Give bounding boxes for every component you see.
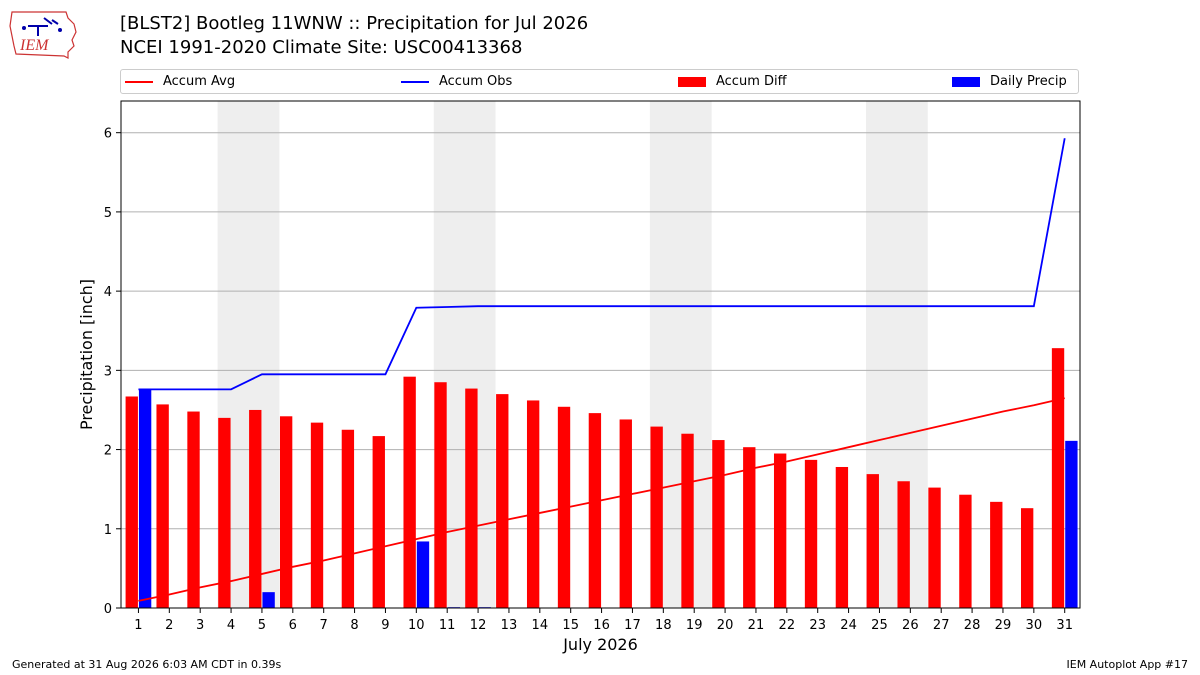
iem-logo: IEM (9, 11, 77, 59)
x-tick-label: 21 (748, 618, 765, 633)
x-tick-label: 29 (995, 618, 1012, 633)
accum-diff-bar (156, 404, 169, 608)
accum-avg-swatch (125, 80, 153, 83)
accum-diff-bar (249, 409, 262, 608)
plot-frame (120, 100, 1081, 609)
y-tick-label: 6 (104, 127, 112, 142)
footer-generated: Generated at 31 Aug 2026 6:03 AM CDT in … (12, 658, 282, 671)
legend: Accum Avg Accum Obs Accum Diff Daily Pre… (120, 69, 1079, 94)
y-tick-label: 5 (104, 206, 112, 221)
accum-diff-bar (1051, 348, 1065, 608)
x-tick-label: 1 (134, 618, 142, 633)
x-tick-label: 3 (196, 618, 204, 633)
y-axis-label: Precipitation [inch] (77, 279, 96, 430)
accum-diff-bar (310, 422, 324, 608)
x-tick-label: 10 (408, 618, 425, 633)
accum-diff-swatch (678, 76, 706, 87)
legend-label: Accum Avg (163, 74, 236, 89)
accum-obs-line (138, 138, 1066, 391)
x-tick-label: 14 (532, 618, 549, 633)
legend-item-accum-obs: Accum Obs (401, 74, 512, 89)
daily-precip-bar (262, 592, 275, 608)
accum-diff-bar (279, 416, 293, 608)
legend-item-accum-diff: Accum Diff (678, 74, 787, 89)
x-tick-label: 4 (227, 618, 235, 633)
logo-text: IEM (19, 37, 50, 54)
accum-diff-bar (465, 388, 478, 608)
x-tick-label: 9 (381, 618, 389, 633)
legend-item-daily-precip: Daily Precip (952, 74, 1067, 89)
accum-diff-bar (619, 419, 632, 608)
accum-diff-bar (897, 481, 910, 608)
x-tick-label: 30 (1026, 618, 1043, 633)
accum-diff-bar (341, 429, 355, 608)
x-tick-label: 13 (501, 618, 518, 633)
x-tick-label: 7 (320, 618, 328, 633)
y-tick-label: 1 (104, 523, 112, 538)
accum-diff-bar (1020, 508, 1034, 608)
accum-diff-bar (125, 396, 138, 608)
iowa-state-outline-icon (9, 11, 77, 59)
x-tick-label: 18 (655, 618, 672, 633)
x-tick-label: 20 (717, 618, 734, 633)
x-tick-label: 17 (624, 618, 641, 633)
accum-diff-bar (743, 447, 756, 608)
accum-diff-bar (835, 466, 849, 608)
x-tick-label: 5 (258, 618, 266, 633)
daily-precip-bar (1065, 440, 1078, 608)
accum-diff-bar (218, 417, 231, 608)
daily-precip-swatch (952, 76, 980, 87)
accum-diff-bar (712, 440, 725, 608)
accum-diff-bar (650, 426, 663, 608)
x-tick-label: 15 (562, 618, 579, 633)
x-tick-label: 23 (809, 618, 826, 633)
accum-avg-line (138, 397, 1065, 602)
x-tick-label: 22 (779, 618, 796, 633)
accum-diff-bar (773, 453, 787, 608)
x-tick-label: 24 (840, 618, 857, 633)
weather-station-icon (28, 17, 59, 36)
accum-diff-bar (588, 413, 602, 608)
accum-diff-bar (496, 394, 509, 608)
accum-diff-bar (990, 501, 1003, 608)
y-tick-label: 2 (104, 444, 112, 459)
accum-diff-bar (928, 487, 941, 608)
accum-diff-bar (403, 376, 416, 608)
accum-diff-bar (959, 494, 972, 608)
footer-app: IEM Autoplot App #17 (1066, 658, 1189, 671)
daily-precip-bar (138, 389, 152, 608)
y-tick-label: 0 (104, 602, 112, 617)
x-tick-label: 27 (933, 618, 950, 633)
x-tick-label: 16 (593, 618, 610, 633)
accum-diff-bar (187, 411, 200, 608)
accum-diff-bar (681, 433, 694, 608)
daily-precip-bar (416, 541, 430, 608)
chart-subtitle: NCEI 1991-2020 Climate Site: USC00413368 (120, 37, 523, 58)
y-tick-label: 3 (104, 364, 112, 379)
accum-diff-bar (804, 459, 818, 608)
accum-obs-swatch (401, 80, 429, 83)
legend-item-accum-avg: Accum Avg (125, 74, 235, 89)
accum-diff-bar (372, 436, 385, 608)
legend-label: Accum Obs (439, 74, 513, 89)
x-tick-label: 6 (289, 618, 297, 633)
accum-diff-bar (866, 474, 879, 608)
x-tick-label: 28 (964, 618, 981, 633)
accum-diff-bar (526, 400, 540, 608)
x-tick-label: 25 (871, 618, 888, 633)
accum-diff-bar (434, 382, 447, 608)
x-tick-label: 8 (350, 618, 358, 633)
x-tick-label: 2 (165, 618, 173, 633)
x-tick-label: 31 (1056, 618, 1073, 633)
legend-label: Daily Precip (990, 74, 1067, 89)
x-tick-label: 12 (470, 618, 487, 633)
x-axis-label: July 2026 (562, 635, 638, 654)
x-tick-label: 19 (686, 618, 703, 633)
y-tick-label: 4 (104, 285, 112, 300)
x-tick-label: 11 (439, 618, 456, 633)
legend-label: Accum Diff (716, 74, 787, 89)
chart-title: [BLST2] Bootleg 11WNW :: Precipitation f… (120, 13, 589, 34)
x-tick-label: 26 (902, 618, 919, 633)
